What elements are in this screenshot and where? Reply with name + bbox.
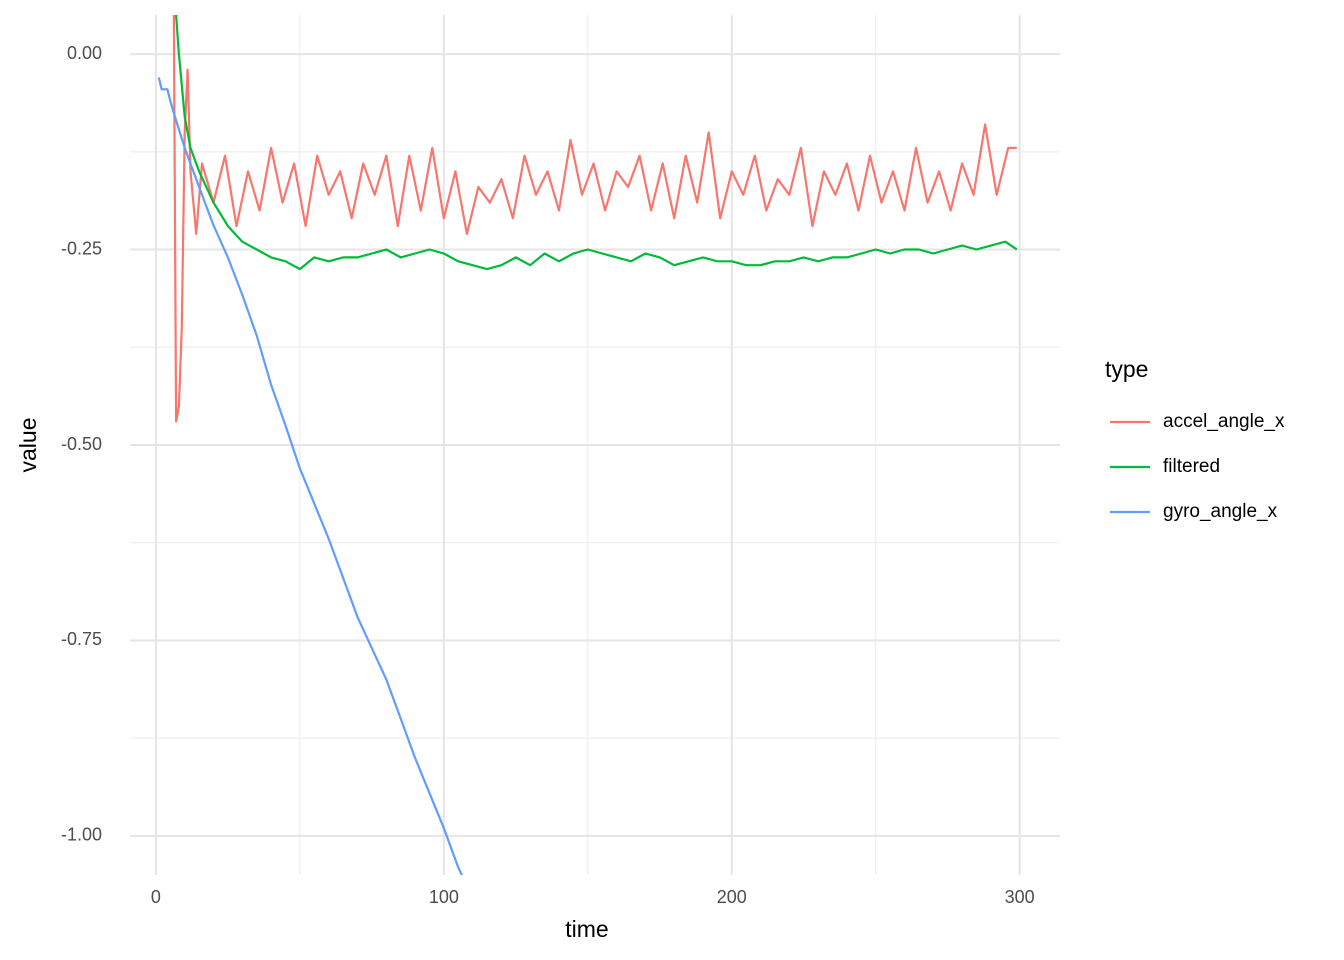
y-tick-label: -1.00 [61, 825, 102, 845]
x-axis-title: time [565, 916, 608, 942]
y-axis-title: value [15, 418, 41, 473]
legend-title: type [1105, 356, 1148, 382]
legend-label: gyro_angle_x [1163, 501, 1278, 522]
plot-area [157, 15, 1018, 875]
series-line [172, 15, 1017, 423]
x-tick-label: 200 [717, 887, 747, 907]
legend-label: accel_angle_x [1163, 411, 1285, 432]
series-line [174, 15, 1018, 271]
y-tick-label: -0.25 [61, 238, 102, 258]
y-tick-label: -0.75 [61, 629, 102, 649]
x-tick-label: 300 [1005, 887, 1035, 907]
x-tick-label: 0 [151, 887, 161, 907]
series-line [157, 77, 463, 875]
y-tick-label: -0.50 [61, 434, 102, 454]
grid [130, 15, 1060, 875]
legend-label: filtered [1163, 456, 1220, 477]
x-tick-label: 100 [429, 887, 459, 907]
y-tick-label: 0.00 [67, 43, 102, 63]
